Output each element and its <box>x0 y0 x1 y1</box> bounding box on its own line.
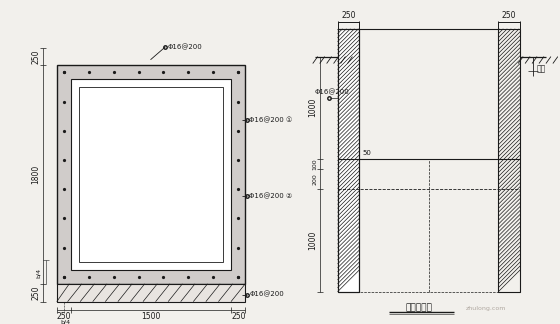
Text: 1500: 1500 <box>141 312 161 321</box>
Text: 250: 250 <box>57 312 71 321</box>
Text: 1000: 1000 <box>308 231 318 250</box>
Bar <box>78 87 223 262</box>
Text: zhulong.com: zhulong.com <box>466 306 507 311</box>
Text: 1800: 1800 <box>31 165 40 184</box>
Text: Φ16@200 ②: Φ16@200 ② <box>249 193 292 200</box>
Text: 50: 50 <box>363 150 372 156</box>
Text: 250: 250 <box>231 312 246 321</box>
Text: b/4: b/4 <box>60 319 71 324</box>
Text: Φ16@200: Φ16@200 <box>167 44 202 50</box>
Bar <box>71 79 231 270</box>
Text: 1000: 1000 <box>308 98 318 117</box>
Text: b/4: b/4 <box>36 268 41 278</box>
Bar <box>57 65 245 284</box>
Text: Φ16@200: Φ16@200 <box>249 291 284 298</box>
Bar <box>57 284 245 302</box>
Text: 200: 200 <box>312 173 317 185</box>
Text: Φ16@200 ①: Φ16@200 ① <box>249 117 292 123</box>
Text: 250: 250 <box>31 285 40 300</box>
Text: 坡面: 坡面 <box>536 64 545 73</box>
Text: 100: 100 <box>312 158 317 170</box>
Bar <box>498 29 520 292</box>
Text: Φ16@200: Φ16@200 <box>315 88 349 95</box>
Text: 护壁配筋图: 护壁配筋图 <box>405 303 432 312</box>
Text: 250: 250 <box>502 11 516 20</box>
Text: 250: 250 <box>31 49 40 64</box>
Bar <box>338 29 360 292</box>
Text: 250: 250 <box>341 11 356 20</box>
Bar <box>338 29 360 292</box>
